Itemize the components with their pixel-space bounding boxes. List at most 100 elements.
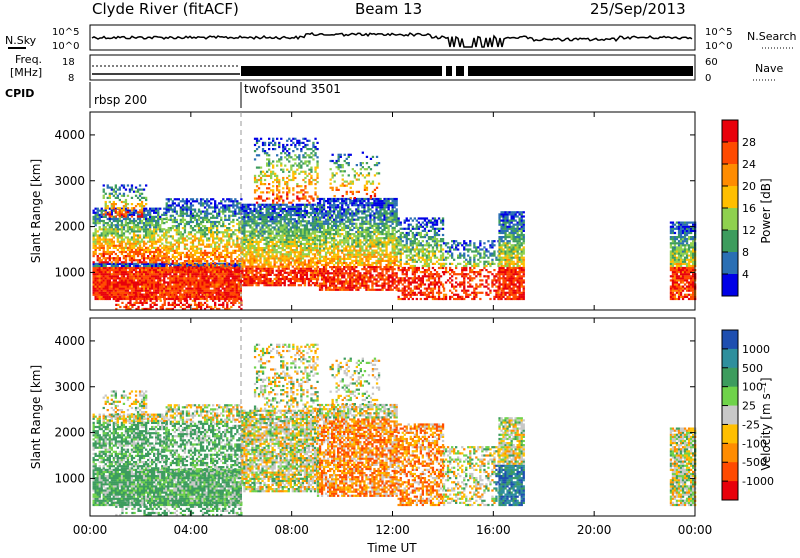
heatmap-cell: [95, 267, 97, 269]
heatmap-cell: [302, 264, 304, 266]
heatmap-cell: [294, 218, 296, 220]
heatmap-cell: [280, 239, 282, 241]
heatmap-cell: [262, 150, 264, 152]
heatmap-cell: [174, 221, 176, 223]
heatmap-cell: [198, 260, 200, 262]
heatmap-cell: [274, 257, 276, 259]
heatmap-cell: [133, 210, 135, 212]
heatmap-cell: [212, 281, 214, 283]
heatmap-cell: [115, 232, 117, 234]
heatmap-cell: [143, 279, 145, 281]
heatmap-cell: [194, 217, 196, 219]
heatmap-cell: [107, 230, 109, 232]
heatmap-cell: [268, 175, 270, 177]
heatmap-cell: [107, 218, 109, 220]
heatmap-cell: [286, 183, 288, 185]
heatmap-cell: [141, 275, 143, 277]
heatmap-cell: [206, 239, 208, 241]
heatmap-cell: [105, 216, 107, 218]
heatmap-cell: [135, 290, 137, 292]
heatmap-cell: [314, 237, 316, 239]
heatmap-cell: [188, 206, 190, 208]
heatmap-cell: [157, 214, 159, 216]
heatmap-cell: [131, 230, 133, 232]
heatmap-cell: [257, 266, 259, 268]
heatmap-cell: [184, 248, 186, 250]
heatmap-cell: [119, 277, 121, 279]
heatmap-cell: [212, 231, 214, 233]
heatmap-cell: [159, 236, 161, 238]
heatmap-cell: [113, 243, 115, 245]
heatmap-cell: [304, 138, 306, 140]
heatmap-cell: [210, 246, 212, 248]
heatmap-cell: [288, 235, 290, 237]
heatmap-cell: [224, 256, 226, 258]
heatmap-cell: [228, 233, 230, 235]
heatmap-cell: [317, 252, 319, 254]
heatmap-cell: [113, 245, 115, 247]
heatmap-cell: [117, 236, 119, 238]
heatmap-cell: [123, 265, 125, 267]
heatmap-cell: [127, 207, 129, 209]
heatmap-cell: [192, 213, 194, 215]
heatmap-cell: [181, 273, 183, 275]
heatmap-cell: [257, 259, 259, 261]
heatmap-cell: [238, 258, 240, 260]
heatmap-cell: [216, 266, 218, 268]
heatmap-cell: [243, 259, 245, 261]
heatmap-cell: [105, 253, 107, 255]
heatmap-cell: [236, 270, 238, 272]
heatmap-cell: [131, 187, 133, 189]
heatmap-cell: [113, 281, 115, 283]
heatmap-cell: [153, 241, 155, 243]
heatmap-cell: [194, 260, 196, 262]
heatmap-cell: [137, 294, 139, 296]
heatmap-cell: [282, 212, 284, 214]
heatmap-cell: [143, 255, 145, 257]
heatmap-cell: [284, 224, 286, 226]
heatmap-cell: [314, 255, 316, 257]
heatmap-cell: [93, 253, 95, 255]
heatmap-cell: [296, 169, 298, 171]
heatmap-cell: [208, 204, 210, 206]
heatmap-cell: [308, 222, 310, 224]
heatmap-cell: [115, 269, 117, 271]
heatmap-cell: [290, 284, 292, 286]
heatmap-cell: [268, 245, 270, 247]
heatmap-cell: [123, 249, 125, 251]
heatmap-cell: [184, 213, 186, 215]
heatmap-cell: [156, 300, 158, 302]
heatmap-cell: [129, 271, 131, 273]
heatmap-cell: [127, 236, 129, 238]
heatmap-cell: [306, 204, 308, 206]
heatmap-cell: [270, 171, 272, 173]
heatmap-cell: [147, 228, 149, 230]
freq-label-line2: [MHz]: [10, 66, 42, 79]
heatmap-cell: [129, 249, 131, 251]
heatmap-cell: [325, 221, 327, 223]
heatmap-cell: [214, 204, 216, 206]
heatmap-cell: [119, 236, 121, 238]
heatmap-cell: [174, 302, 176, 304]
heatmap-cell: [121, 211, 123, 213]
heatmap-cell: [226, 268, 228, 270]
heatmap-cell: [317, 225, 319, 227]
heatmap-cell: [103, 267, 105, 269]
heatmap-cell: [141, 205, 143, 207]
heatmap-cell: [182, 237, 184, 239]
heatmap-cell: [310, 251, 312, 253]
heatmap-cell: [268, 191, 270, 193]
heatmap-cell: [198, 219, 200, 221]
heatmap-cell: [153, 296, 155, 298]
heatmap-cell: [173, 283, 175, 285]
heatmap-cell: [95, 228, 97, 230]
heatmap-cell: [206, 237, 208, 239]
heatmap-cell: [323, 208, 325, 210]
heatmap-cell: [123, 296, 125, 298]
heatmap-cell: [163, 271, 165, 273]
heatmap-cell: [317, 250, 319, 252]
heatmap-cell: [123, 286, 125, 288]
heatmap-cell: [141, 241, 143, 243]
heatmap-cell: [149, 259, 151, 261]
heatmap-cell: [253, 208, 255, 210]
